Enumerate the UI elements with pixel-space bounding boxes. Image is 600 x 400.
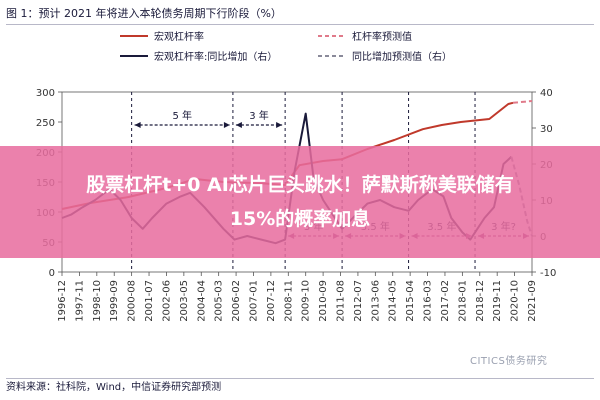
news-banner[interactable]: 股票杠杆t+0 AI芯片巨头跳水！萨默斯称美联储有 15%的概率加息 (0, 146, 600, 258)
cycle-arrow-right-2 (276, 122, 283, 128)
right-tick-label-0: -10 (540, 268, 556, 279)
watermark-logo: CITICS债务研究 (470, 356, 548, 367)
x-tick-label-15: 2010-09 (318, 280, 329, 322)
x-tick-label-18: 2013-06 (370, 280, 381, 322)
left-tick-label-6: 300 (36, 88, 55, 99)
x-tick-label-5: 2001-07 (144, 280, 155, 322)
series-line-2 (512, 100, 533, 104)
x-tick-label-2: 1998-10 (92, 280, 103, 322)
cycle-span-label-1: 5 年 (172, 109, 192, 122)
x-tick-label-22: 2017-02 (440, 280, 451, 322)
x-tick-label-11: 2007-01 (248, 280, 259, 322)
x-tick-label-20: 2015-04 (405, 280, 416, 322)
x-tick-label-0: 1996-12 (57, 280, 68, 322)
right-tick-label-4: 30 (540, 124, 553, 135)
right-tick-label-5: 40 (540, 88, 553, 99)
x-tick-label-3: 1999-09 (109, 280, 120, 322)
x-tick-label-19: 2014-05 (388, 280, 399, 322)
x-tick-label-1: 1997-11 (74, 280, 85, 322)
x-tick-label-17: 2012-07 (353, 280, 364, 322)
source-note: 资料来源：社科院，Wind，中信证券研究部预测 (6, 378, 594, 397)
x-tick-label-23: 2018-01 (457, 280, 468, 322)
x-tick-label-24: 2018-12 (475, 280, 486, 322)
axes: 050100150200250300-100102030401996-12199… (36, 88, 556, 322)
banner-line-2: 15%的概率加息 (229, 208, 371, 230)
figure-title: 图 1：预计 2021 年将进入本轮债务周期下行阶段（%） (6, 4, 594, 25)
x-tick-label-27: 2021-09 (527, 280, 538, 322)
x-tick-label-14: 2009-10 (301, 280, 312, 322)
x-tick-label-10: 2006-02 (231, 280, 242, 322)
legend-label-3: 宏观杠杆率:同比增加（右） (154, 50, 277, 63)
legend-label-2: 杠杆率预测值 (352, 30, 412, 43)
x-tick-label-25: 2019-11 (492, 280, 503, 322)
x-tick-label-12: 2007-12 (266, 280, 277, 322)
cycle-arrow-right-1 (223, 122, 230, 128)
x-tick-label-16: 2011-08 (336, 280, 347, 322)
x-tick-label-21: 2016-03 (423, 280, 434, 322)
left-tick-label-0: 0 (49, 268, 55, 279)
left-tick-label-5: 250 (36, 118, 55, 129)
legend-label-1: 宏观杠杆率 (154, 30, 204, 43)
x-tick-label-4: 2000-08 (127, 280, 138, 322)
x-tick-label-13: 2008-11 (283, 280, 294, 322)
x-tick-label-9: 2005-03 (214, 280, 225, 322)
legend-label-4: 同比增加预测值（右） (352, 50, 452, 63)
x-tick-label-26: 2020-10 (510, 280, 521, 322)
cycle-span-label-2: 3 年 (249, 109, 269, 122)
cycle-arrow-left-1 (134, 122, 141, 128)
x-tick-label-8: 2004-04 (196, 280, 207, 322)
banner-line-1: 股票杠杆t+0 AI芯片巨头跳水！萨默斯称美联储有 (86, 174, 514, 196)
cycle-arrow-left-2 (235, 122, 242, 128)
x-tick-label-6: 2002-06 (161, 280, 172, 322)
x-tick-label-7: 2003-05 (179, 280, 190, 322)
